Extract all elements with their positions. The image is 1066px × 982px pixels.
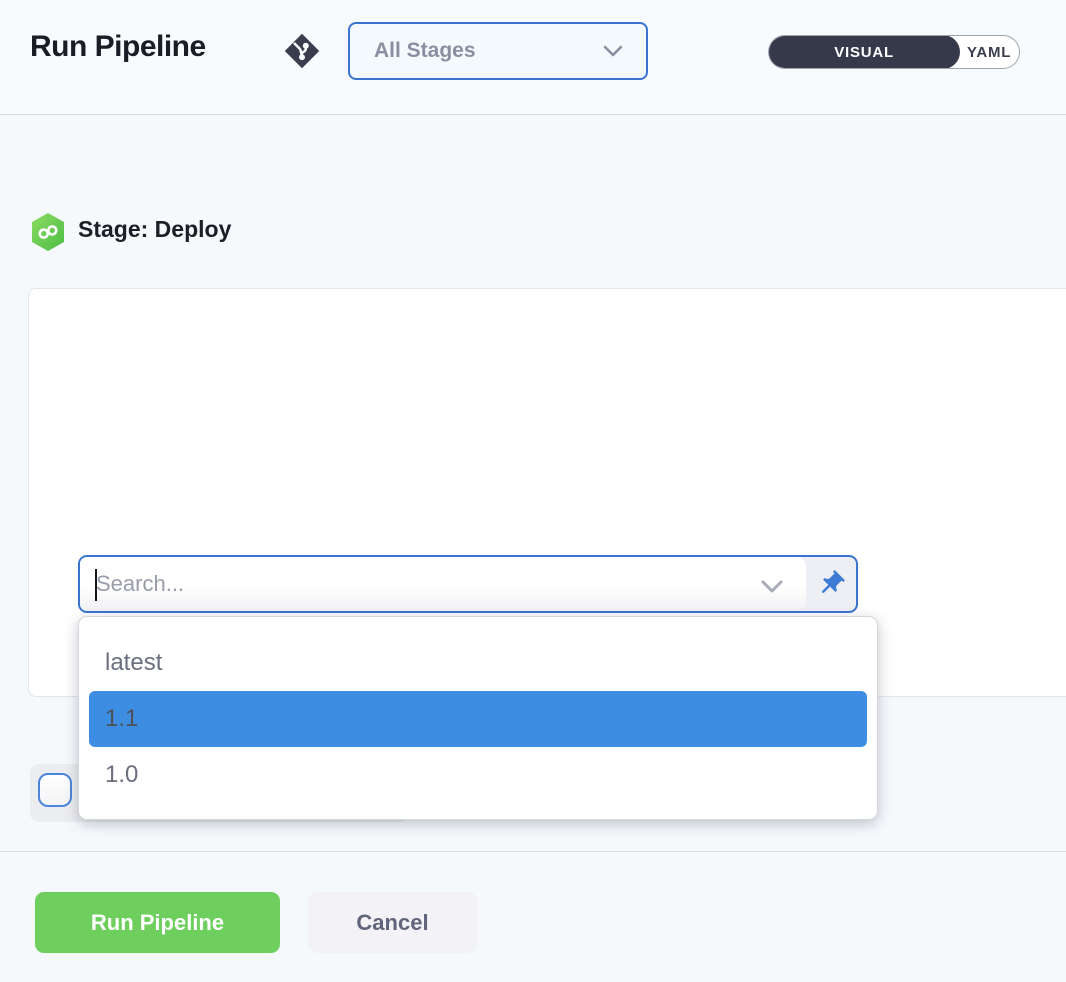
all-stages-value: All Stages xyxy=(374,39,476,62)
checkbox[interactable] xyxy=(38,773,72,807)
page-title: Run Pipeline xyxy=(30,30,206,63)
tag-options-menu: latest 1.1 1.0 xyxy=(78,616,878,820)
footer-divider xyxy=(0,851,1066,852)
tag-combobox xyxy=(78,555,858,613)
run-pipeline-button[interactable]: Run Pipeline xyxy=(35,892,280,953)
tag-input-area xyxy=(80,557,806,611)
header: Run Pipeline All Stages VISUAL YAML xyxy=(0,0,1066,115)
pin-button[interactable] xyxy=(806,557,856,611)
cd-stage-icon xyxy=(32,213,64,251)
tab-yaml[interactable]: YAML xyxy=(966,43,1012,61)
menu-option-latest[interactable]: latest xyxy=(105,649,163,676)
all-stages-select[interactable]: All Stages xyxy=(348,22,648,80)
chevron-down-icon xyxy=(603,45,623,57)
cancel-button[interactable]: Cancel xyxy=(308,892,477,953)
pushpin-icon xyxy=(822,570,845,593)
tab-visual[interactable]: VISUAL xyxy=(769,36,961,68)
visual-yaml-toggle: VISUAL YAML xyxy=(768,35,1020,69)
menu-option-1.0[interactable]: 1.0 xyxy=(105,761,139,788)
chevron-down-icon[interactable] xyxy=(760,579,784,594)
tag-search-input[interactable] xyxy=(96,557,751,611)
git-icon xyxy=(284,33,320,69)
stage-label: Stage: Deploy xyxy=(78,216,232,242)
menu-option-1.1-highlighted[interactable]: 1.1 xyxy=(89,691,867,747)
